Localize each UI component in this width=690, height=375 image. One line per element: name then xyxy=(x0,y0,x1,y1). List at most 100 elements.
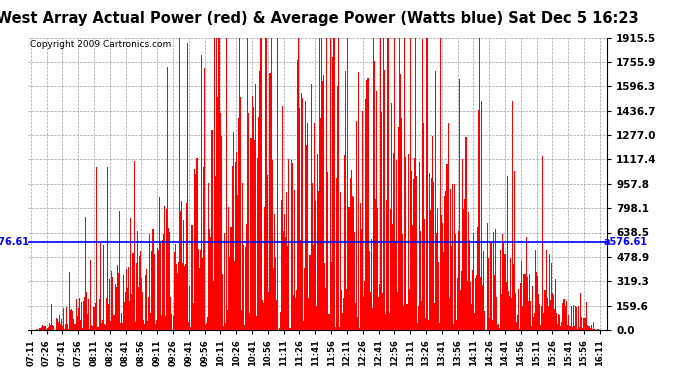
Bar xyxy=(446,164,448,330)
Bar xyxy=(166,209,167,330)
Bar xyxy=(234,261,235,330)
Text: West Array Actual Power (red) & Average Power (Watts blue) Sat Dec 5 16:23: West Array Actual Power (red) & Average … xyxy=(0,11,639,26)
Bar xyxy=(570,327,571,330)
Bar xyxy=(384,69,386,330)
Bar xyxy=(109,279,110,330)
Bar xyxy=(331,262,332,330)
Bar xyxy=(241,310,242,330)
Bar xyxy=(456,321,457,330)
Bar xyxy=(408,289,410,330)
Bar xyxy=(363,297,364,330)
Bar xyxy=(223,326,224,330)
Bar xyxy=(510,258,511,330)
Bar xyxy=(67,324,68,330)
Bar xyxy=(125,292,126,330)
Bar xyxy=(115,284,116,330)
Bar xyxy=(146,269,147,330)
Bar xyxy=(453,324,454,330)
Bar xyxy=(285,237,286,330)
Bar xyxy=(417,323,418,330)
Bar xyxy=(100,243,101,330)
Bar xyxy=(205,325,206,330)
Bar xyxy=(230,226,232,330)
Bar xyxy=(246,224,247,330)
Bar xyxy=(355,303,356,330)
Bar xyxy=(157,248,158,330)
Bar xyxy=(71,309,72,330)
Bar xyxy=(159,197,160,330)
Bar xyxy=(497,326,498,330)
Bar xyxy=(168,228,169,330)
Bar xyxy=(551,263,552,330)
Bar xyxy=(254,140,255,330)
Bar xyxy=(438,262,439,330)
Bar xyxy=(574,326,575,330)
Bar xyxy=(410,34,411,330)
Bar xyxy=(592,329,593,330)
Bar xyxy=(171,314,172,330)
Bar xyxy=(268,292,270,330)
Bar xyxy=(201,55,202,330)
Bar xyxy=(564,306,566,330)
Bar xyxy=(526,277,528,330)
Bar xyxy=(217,97,218,330)
Bar xyxy=(302,98,303,330)
Text: a576.61: a576.61 xyxy=(604,237,648,247)
Bar xyxy=(107,167,108,330)
Bar xyxy=(121,313,122,330)
Bar xyxy=(136,263,137,330)
Bar xyxy=(502,234,504,330)
Bar xyxy=(582,328,584,330)
Bar xyxy=(158,250,159,330)
Bar xyxy=(450,189,451,330)
Bar xyxy=(535,250,536,330)
Bar xyxy=(250,138,252,330)
Bar xyxy=(508,291,509,330)
Bar xyxy=(399,34,400,330)
Bar xyxy=(317,154,318,330)
Bar xyxy=(553,295,554,330)
Bar xyxy=(396,160,397,330)
Bar xyxy=(491,243,492,330)
Bar xyxy=(39,328,40,330)
Bar xyxy=(127,288,128,330)
Bar xyxy=(332,57,333,330)
Bar xyxy=(388,313,390,330)
Bar xyxy=(87,314,88,330)
Bar xyxy=(282,106,283,330)
Bar xyxy=(298,34,299,330)
Bar xyxy=(228,207,229,330)
Bar xyxy=(126,269,127,330)
Bar xyxy=(270,34,272,330)
Bar xyxy=(566,326,568,330)
Bar xyxy=(263,303,264,330)
Bar xyxy=(422,39,423,330)
Bar xyxy=(482,285,484,330)
Bar xyxy=(118,273,119,330)
Bar xyxy=(468,212,469,330)
Bar xyxy=(589,326,590,330)
Bar xyxy=(418,306,419,330)
Bar xyxy=(122,323,123,330)
Bar xyxy=(129,301,130,330)
Bar xyxy=(249,313,250,330)
Bar xyxy=(480,277,481,330)
Bar xyxy=(45,326,46,330)
Bar xyxy=(143,320,144,330)
Bar xyxy=(294,190,295,330)
Bar xyxy=(190,327,191,330)
Bar xyxy=(365,99,366,330)
Bar xyxy=(524,274,526,330)
Bar xyxy=(215,176,216,330)
Bar xyxy=(299,108,300,330)
Bar xyxy=(313,244,314,330)
Bar xyxy=(588,326,589,330)
Bar xyxy=(110,321,111,330)
Bar xyxy=(199,268,200,330)
Bar xyxy=(258,117,259,330)
Bar xyxy=(555,279,556,330)
Bar xyxy=(530,302,531,330)
Bar xyxy=(243,245,244,330)
Bar xyxy=(273,268,274,330)
Bar xyxy=(242,183,243,330)
